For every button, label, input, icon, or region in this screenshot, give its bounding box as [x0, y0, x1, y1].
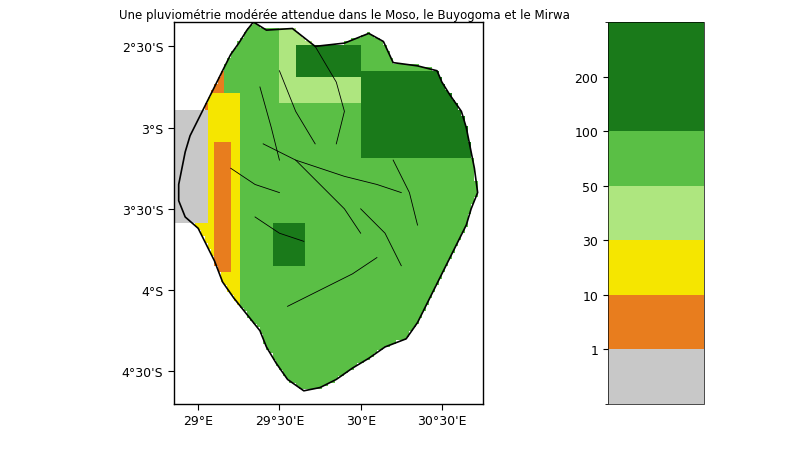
Text: Une pluviométrie modérée attendue dans le Moso, le Buyogoma et le Mirwa: Une pluviométrie modérée attendue dans l… — [118, 9, 570, 22]
